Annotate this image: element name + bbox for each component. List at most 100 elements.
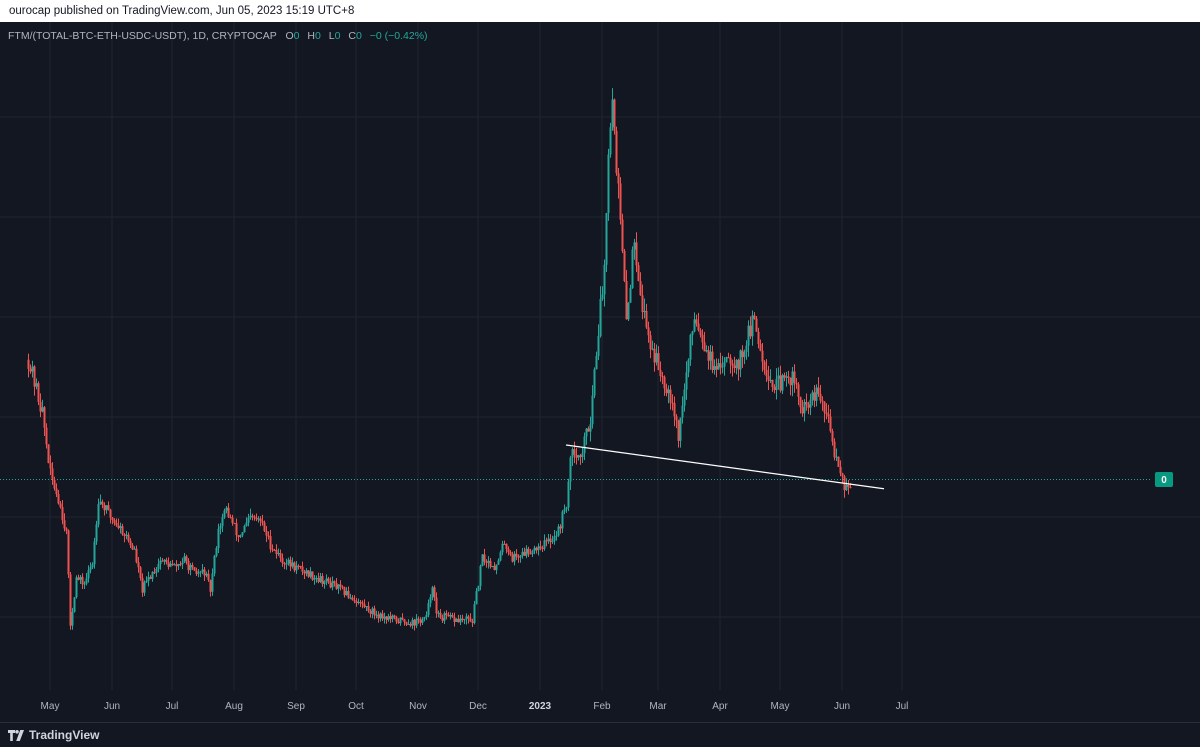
candle-body — [227, 507, 230, 518]
candle-body — [501, 543, 504, 553]
candle-body — [571, 449, 574, 458]
candle-body — [841, 473, 844, 477]
candle-body — [91, 564, 94, 568]
candle-body — [423, 617, 426, 619]
candle-body — [415, 618, 418, 626]
candle-body — [455, 618, 458, 622]
brand-name: TradingView — [29, 728, 100, 742]
candle-body — [29, 368, 32, 372]
candle-body — [687, 359, 690, 373]
candle-body — [301, 566, 304, 572]
candle-body — [77, 577, 80, 580]
candle-body — [53, 479, 56, 489]
candle-body — [335, 582, 338, 589]
candle-body — [241, 532, 244, 536]
candle-body — [681, 405, 684, 418]
trendline[interactable] — [565, 444, 885, 490]
candle-body — [627, 302, 630, 320]
candle-body — [505, 543, 508, 550]
legend-close-label: C — [348, 30, 356, 42]
candle-body — [467, 616, 470, 619]
candle-body — [683, 389, 686, 406]
candle-body — [445, 613, 448, 615]
candle-body — [101, 501, 104, 506]
candle-body — [691, 331, 694, 335]
candle-body — [591, 395, 594, 425]
candle-body — [621, 219, 624, 251]
candle-body — [701, 334, 704, 343]
tradingview-logo[interactable]: TradingView — [8, 728, 99, 742]
candle-body — [525, 548, 528, 556]
candle-body — [833, 441, 836, 458]
candle-body — [341, 586, 344, 588]
candle-body — [381, 613, 384, 619]
candle-body — [45, 427, 48, 445]
candle-body — [37, 383, 40, 402]
candle-body — [711, 351, 714, 370]
candle-body — [61, 507, 64, 521]
candle-body — [155, 568, 158, 573]
candle-body — [81, 576, 84, 585]
candle-body — [519, 555, 522, 558]
candle-body — [153, 572, 156, 574]
price-chart[interactable]: May Jun Jul Aug Sep Oct Nov Dec 2023 Feb Mar Apr May… — [0, 22, 1200, 722]
candle-body — [463, 619, 466, 621]
candle-body — [405, 622, 408, 625]
x-tick-label: Jun — [104, 701, 120, 712]
candle-body — [349, 597, 352, 599]
candle-body — [753, 315, 756, 319]
candle-body — [431, 587, 434, 598]
candle-body — [67, 530, 70, 575]
candle-body — [631, 249, 634, 289]
candle-body — [607, 154, 610, 214]
candle-body — [361, 602, 364, 605]
candle-body — [351, 597, 354, 601]
candle-body — [759, 344, 762, 351]
candle-body — [457, 618, 460, 623]
candle-body — [131, 545, 134, 550]
candle-body — [659, 370, 662, 376]
candle-body — [615, 130, 618, 174]
candle-body — [437, 612, 440, 614]
candle-body — [561, 511, 564, 529]
candle-body — [441, 618, 444, 621]
candle-body — [801, 407, 804, 414]
candle-body — [483, 554, 486, 562]
candle-body — [159, 560, 162, 565]
candle-body — [85, 578, 88, 584]
candle-body — [577, 455, 580, 458]
candle-body — [451, 615, 454, 618]
candle-body — [495, 564, 498, 570]
candle-body — [233, 522, 236, 524]
candle-body — [393, 615, 396, 618]
candle-body — [817, 387, 820, 394]
candle-body — [733, 365, 736, 369]
candle-body — [79, 576, 82, 580]
candle-body — [559, 526, 562, 529]
candle-body — [163, 559, 166, 562]
candle-body — [417, 618, 420, 620]
candle-body — [47, 444, 50, 464]
candle-body — [31, 366, 34, 372]
candle-body — [221, 517, 224, 527]
x-tick-label: Mar — [649, 701, 667, 712]
time-axis[interactable]: May Jun Jul Aug Sep Oct Nov Dec 2023 Feb Mar Apr May… — [41, 701, 909, 712]
candle-body — [383, 616, 386, 619]
candle-body — [105, 505, 108, 511]
candle-body — [611, 99, 614, 128]
candle-body — [541, 548, 544, 550]
candle-body — [745, 345, 748, 352]
candle-body — [657, 353, 660, 371]
candle-body — [579, 455, 582, 458]
candle-body — [143, 582, 146, 593]
candle-body — [787, 376, 790, 378]
candle-body — [469, 618, 472, 622]
candle-body — [325, 578, 328, 582]
candle-body — [59, 503, 62, 508]
candle-body — [297, 565, 300, 567]
candle-body — [217, 528, 220, 549]
candle-body — [779, 375, 782, 391]
candle-body — [287, 559, 290, 564]
candle-body — [237, 535, 240, 537]
candle-body — [409, 624, 412, 626]
